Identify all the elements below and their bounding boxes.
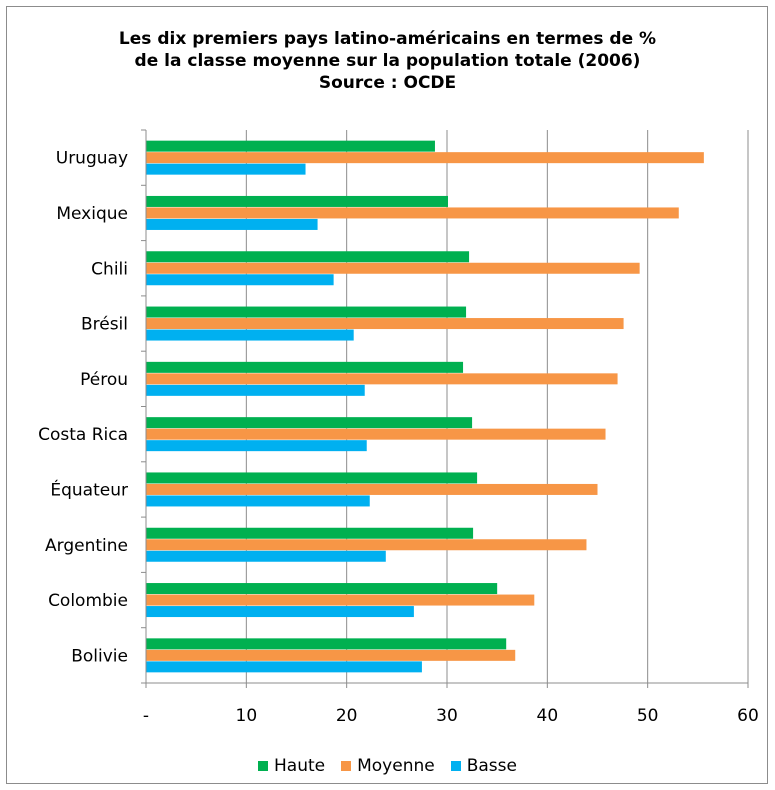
category-label-0: Uruguay bbox=[56, 149, 128, 169]
x-tick-label-2: 20 bbox=[336, 706, 358, 726]
bar-basse-3 bbox=[146, 329, 354, 341]
x-tick-label-4: 40 bbox=[537, 706, 559, 726]
bar-basse-4 bbox=[146, 384, 365, 396]
bar-moyenne-6 bbox=[146, 483, 598, 495]
category-label-2: Chili bbox=[91, 259, 128, 279]
bar-moyenne-4 bbox=[146, 373, 618, 385]
bar-haute-6 bbox=[146, 472, 478, 484]
bar-moyenne-1 bbox=[146, 207, 679, 219]
category-label-1: Mexique bbox=[56, 204, 128, 224]
bar-moyenne-5 bbox=[146, 428, 606, 440]
chart-title-line-3: Source : OCDE bbox=[318, 73, 457, 93]
legend-item-haute: Haute bbox=[258, 756, 325, 776]
category-label-4: Pérou bbox=[80, 370, 128, 390]
category-label-8: Colombie bbox=[48, 591, 128, 611]
bar-moyenne-7 bbox=[146, 539, 587, 551]
chart-title: Les dix premiers pays latino-américains … bbox=[0, 28, 775, 94]
category-label-5: Costa Rica bbox=[38, 425, 128, 445]
category-label-9: Bolivie bbox=[71, 646, 128, 666]
bar-haute-8 bbox=[146, 583, 498, 595]
bar-basse-5 bbox=[146, 440, 367, 452]
legend-label-haute: Haute bbox=[274, 756, 326, 776]
bar-basse-1 bbox=[146, 218, 318, 230]
x-tick-label-0: - bbox=[143, 706, 149, 726]
category-label-6: Équateur bbox=[50, 478, 128, 500]
x-tick-label-6: 60 bbox=[737, 706, 759, 726]
legend-swatch-moyenne bbox=[341, 761, 352, 771]
bar-moyenne-8 bbox=[146, 594, 535, 606]
category-label-7: Argentine bbox=[45, 536, 128, 556]
legend-swatch-basse bbox=[450, 761, 461, 771]
x-tick-label-5: 50 bbox=[637, 706, 659, 726]
bar-basse-6 bbox=[146, 495, 370, 507]
bar-moyenne-0 bbox=[146, 152, 704, 164]
legend-item-basse: Basse bbox=[450, 756, 517, 776]
bar-haute-5 bbox=[146, 417, 473, 429]
legend-label-basse: Basse bbox=[466, 756, 517, 776]
bar-moyenne-2 bbox=[146, 262, 640, 274]
x-tick-label-3: 30 bbox=[436, 706, 458, 726]
bar-haute-7 bbox=[146, 527, 474, 539]
bar-haute-0 bbox=[146, 140, 435, 152]
legend-item-moyenne: Moyenne bbox=[341, 756, 435, 776]
bar-haute-1 bbox=[146, 195, 449, 207]
bar-moyenne-9 bbox=[146, 649, 516, 661]
bar-basse-2 bbox=[146, 274, 334, 286]
legend-swatch-haute bbox=[258, 761, 268, 771]
bar-basse-8 bbox=[146, 606, 414, 618]
legend-label-moyenne: Moyenne bbox=[357, 756, 435, 776]
bar-basse-7 bbox=[146, 550, 386, 562]
bar-basse-9 bbox=[146, 661, 422, 673]
bar-haute-2 bbox=[146, 251, 470, 263]
chart-legend: Haute Moyenne Basse bbox=[0, 756, 775, 776]
bar-moyenne-3 bbox=[146, 318, 624, 330]
bar-basse-0 bbox=[146, 163, 306, 175]
x-tick-label-1: 10 bbox=[236, 706, 258, 726]
bar-haute-3 bbox=[146, 306, 467, 318]
chart-title-line-1: Les dix premiers pays latino-américains … bbox=[118, 29, 657, 49]
bar-haute-9 bbox=[146, 638, 507, 650]
category-label-3: Brésil bbox=[81, 315, 128, 335]
chart-title-line-2: de la classe moyenne sur la population t… bbox=[134, 51, 641, 71]
bar-haute-4 bbox=[146, 361, 464, 373]
